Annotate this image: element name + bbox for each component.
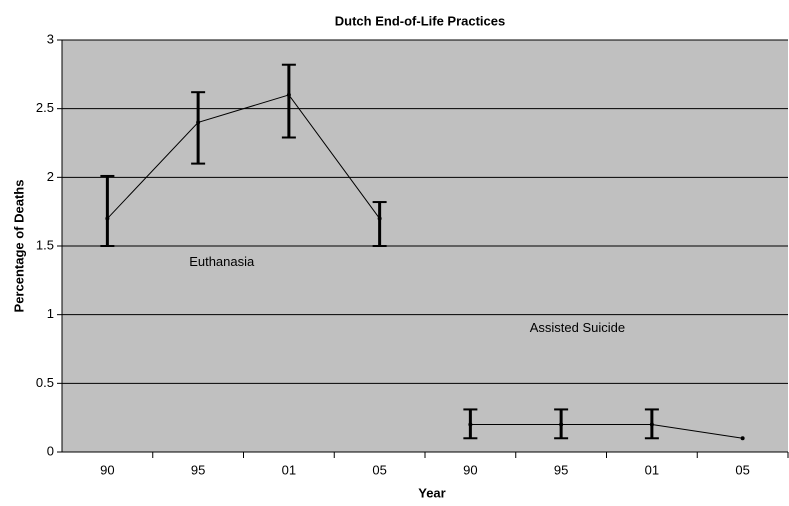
data-point	[377, 216, 382, 221]
x-tick-label: 01	[282, 462, 296, 477]
data-point	[196, 120, 201, 125]
y-tick-label: 0	[47, 443, 54, 458]
data-point	[649, 422, 654, 427]
y-tick-label: 1	[47, 306, 54, 321]
data-point	[740, 436, 745, 441]
x-axis-label: Year	[418, 485, 445, 500]
chart-title: Dutch End-of-Life Practices	[335, 13, 505, 28]
data-point	[559, 422, 564, 427]
x-tick-label: 05	[372, 462, 386, 477]
series-label: Assisted Suicide	[530, 320, 625, 335]
y-tick-label: 3	[47, 31, 54, 46]
data-point	[468, 422, 473, 427]
data-point	[286, 92, 291, 97]
y-tick-label: 2.5	[36, 100, 54, 115]
x-tick-label: 01	[645, 462, 659, 477]
x-tick-label: 05	[735, 462, 749, 477]
y-axis-label: Percentage of Deaths	[11, 180, 26, 313]
series-line	[107, 94, 381, 219]
x-tick-label: 90	[100, 462, 114, 477]
x-tick-label: 90	[463, 462, 477, 477]
series-line	[470, 424, 743, 439]
series-label: Euthanasia	[189, 254, 255, 269]
y-tick-label: 2	[47, 169, 54, 184]
x-tick-label: 95	[191, 462, 205, 477]
y-tick-label: 1.5	[36, 237, 54, 252]
x-tick-label: 95	[554, 462, 568, 477]
data-point	[105, 216, 110, 221]
y-tick-label: 0.5	[36, 375, 54, 390]
